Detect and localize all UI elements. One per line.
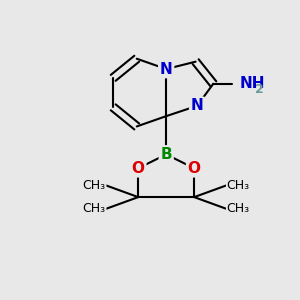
Text: O: O [132, 161, 145, 176]
Text: CH₃: CH₃ [226, 179, 250, 192]
Text: N: N [160, 61, 172, 76]
Text: CH₃: CH₃ [83, 179, 106, 192]
Text: CH₃: CH₃ [83, 202, 106, 215]
Text: NH: NH [240, 76, 265, 91]
Text: N: N [191, 98, 203, 113]
Text: O: O [188, 161, 201, 176]
Text: B: B [160, 147, 172, 162]
Text: 2: 2 [254, 83, 263, 96]
Text: CH₃: CH₃ [226, 202, 250, 215]
